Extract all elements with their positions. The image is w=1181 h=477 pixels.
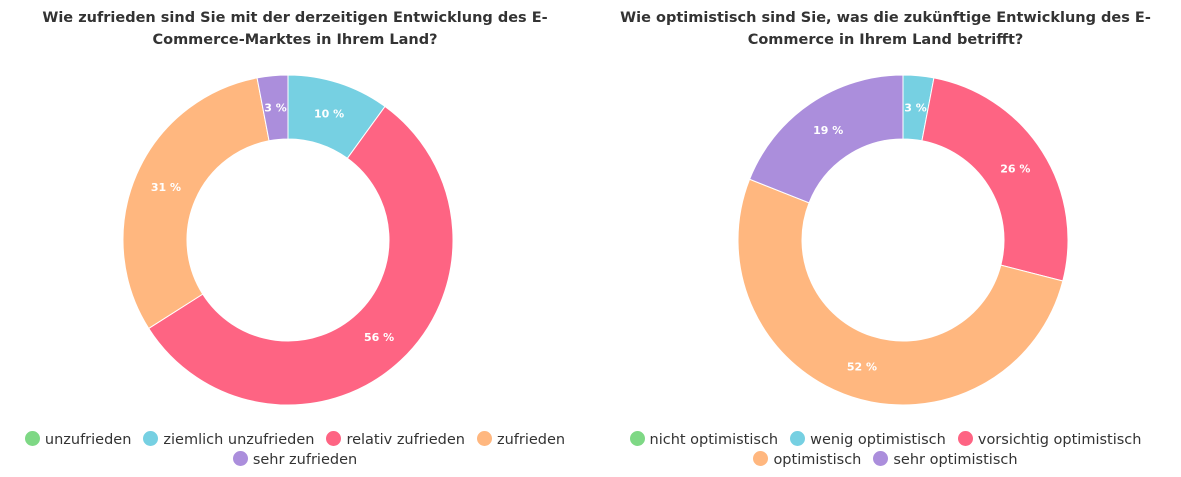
- chart-legend: unzufrieden ziemlich unzufrieden relativ z…: [0, 430, 590, 470]
- slice-value-label: 52 %: [847, 360, 877, 373]
- legend-item[interactable]: ziemlich unzufrieden: [143, 430, 314, 450]
- legend-swatch: [753, 451, 769, 466]
- legend-swatch: [232, 451, 248, 466]
- slice-value-label: 10 %: [314, 108, 344, 121]
- slice-vorsichtig-optimistisch[interactable]: [921, 77, 1069, 282]
- legend-label: nicht optimistisch: [649, 432, 779, 448]
- slice-zufrieden[interactable]: [122, 77, 270, 330]
- legend-swatch: [24, 431, 40, 446]
- chart-panel-satisfaction: Wie zufrieden sind Sie mit der derzeitig…: [0, 0, 590, 477]
- legend-swatch: [790, 431, 806, 446]
- chart-legend: nicht optimistisch wenig optimistisch vors…: [590, 430, 1181, 470]
- legend-swatch: [476, 431, 492, 446]
- legend-label: sehr optimistisch: [893, 452, 1018, 468]
- slice-value-label: 26 %: [1000, 163, 1030, 176]
- legend-label: unzufrieden: [44, 432, 132, 448]
- legend-item[interactable]: optimistisch: [753, 450, 861, 470]
- legend-label: wenig optimistisch: [810, 432, 946, 448]
- legend-item[interactable]: wenig optimistisch: [790, 430, 946, 450]
- legend-item[interactable]: unzufrieden: [24, 430, 132, 450]
- legend-label: vorsichtig optimistisch: [977, 432, 1142, 448]
- legend-item[interactable]: nicht optimistisch: [629, 430, 779, 450]
- legend-item[interactable]: zufrieden: [476, 430, 566, 450]
- slice-optimistisch[interactable]: [737, 178, 1064, 406]
- slice-sehr-zufrieden[interactable]: [256, 74, 289, 142]
- slice-value-label: 19 %: [813, 124, 843, 137]
- slice-value-label: 56 %: [364, 331, 394, 344]
- legend-swatch: [629, 431, 645, 446]
- legend-swatch: [957, 431, 973, 446]
- legend-label: relativ zufrieden: [346, 432, 465, 448]
- legend-label: sehr zufrieden: [252, 452, 358, 468]
- legend-item[interactable]: sehr optimistisch: [873, 450, 1018, 470]
- legend-item[interactable]: vorsichtig optimistisch: [957, 430, 1142, 450]
- slice-value-label: 3 %: [904, 102, 927, 115]
- legend-item[interactable]: relativ zufrieden: [326, 430, 465, 450]
- donut-chart: 10 % 56 % 31 % 3 %: [122, 74, 454, 406]
- slice-value-label: 3 %: [264, 102, 287, 115]
- legend-label: zufrieden: [496, 432, 566, 448]
- legend-item[interactable]: sehr zufrieden: [232, 450, 358, 470]
- chart-title: Wie optimistisch sind Sie, was die zukün…: [620, 10, 1151, 48]
- chart-panel-optimism: Wie optimistisch sind Sie, was die zukün…: [590, 0, 1181, 477]
- legend-swatch: [326, 431, 342, 446]
- donut-chart: 3 % 26 % 52 % 19 %: [737, 74, 1069, 406]
- legend-label: ziemlich unzufrieden: [163, 432, 315, 448]
- slice-value-label: 31 %: [151, 181, 181, 194]
- slice-sehr-optimistisch[interactable]: [748, 74, 904, 204]
- legend-swatch: [873, 451, 889, 466]
- legend-swatch: [143, 431, 159, 446]
- legend-label: optimistisch: [773, 452, 862, 468]
- slice-relativ-zufrieden[interactable]: [147, 105, 454, 406]
- chart-title: Wie zufrieden sind Sie mit der derzeitig…: [42, 10, 548, 48]
